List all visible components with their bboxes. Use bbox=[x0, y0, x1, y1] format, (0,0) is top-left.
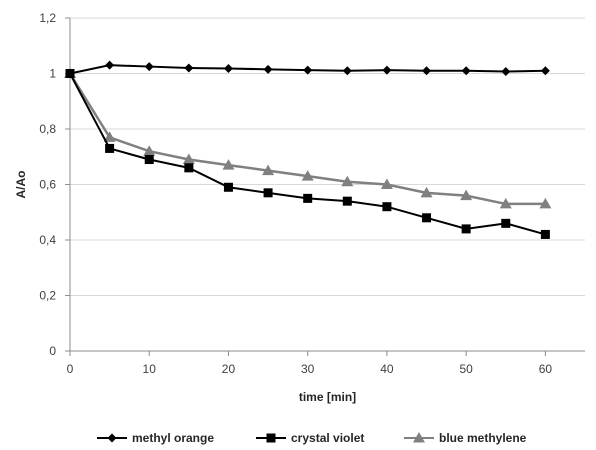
data-point bbox=[301, 170, 314, 181]
legend-marker bbox=[413, 432, 425, 443]
legend-item-methyl-orange: methyl orange bbox=[97, 431, 214, 445]
data-point bbox=[182, 153, 195, 165]
data-point bbox=[222, 159, 235, 170]
y-tick-label-5: 1 bbox=[49, 67, 56, 81]
x-tick-label-3: 30 bbox=[301, 362, 315, 376]
x-tick-label-0: 0 bbox=[67, 362, 74, 376]
tick-labels: 0 0,2 0,4 0,6 0,8 1 1,2 0 10 20 30 40 50 60 bbox=[39, 11, 552, 376]
data-point bbox=[341, 175, 354, 187]
data-point bbox=[263, 64, 273, 74]
data-point bbox=[184, 63, 194, 73]
y-tick-label-4: 0,8 bbox=[39, 122, 56, 136]
data-point bbox=[540, 66, 550, 76]
y-axis-title: A/Ao bbox=[14, 171, 28, 199]
data-point bbox=[103, 131, 116, 142]
data-point bbox=[223, 182, 233, 192]
series-blue-methylene bbox=[64, 67, 552, 209]
y-tick-label-1: 0,2 bbox=[39, 289, 56, 303]
data-point bbox=[499, 197, 512, 209]
legend-label: blue methylene bbox=[439, 431, 527, 445]
gridlines bbox=[70, 17, 585, 296]
data-point bbox=[539, 197, 552, 209]
data-point bbox=[382, 65, 392, 75]
data-point bbox=[380, 178, 393, 189]
legend: methyl orange crystal violet blue methylen… bbox=[97, 431, 527, 445]
y-tick-label-6: 1,2 bbox=[39, 11, 56, 25]
data-point bbox=[501, 67, 511, 77]
data-point bbox=[184, 163, 194, 173]
legend-marker bbox=[266, 433, 276, 443]
data-point bbox=[342, 196, 352, 206]
y-tick-label-0: 0 bbox=[49, 344, 56, 358]
data-point bbox=[303, 193, 313, 203]
data-point bbox=[105, 143, 115, 153]
legend-item-blue-methylene: blue methylene bbox=[404, 431, 527, 445]
x-tick-label-2: 20 bbox=[222, 362, 236, 376]
data-point bbox=[382, 202, 392, 212]
data-point bbox=[105, 60, 115, 70]
series-crystal-violet bbox=[65, 69, 550, 239]
x-tick-label-1: 10 bbox=[143, 362, 157, 376]
x-axis-title: time [min] bbox=[299, 390, 356, 404]
series-line bbox=[69, 73, 546, 236]
data-point bbox=[420, 186, 433, 198]
data-point bbox=[501, 218, 511, 228]
data-point bbox=[144, 155, 154, 165]
data-point bbox=[263, 188, 273, 198]
legend-item-crystal-violet: crystal violet bbox=[256, 431, 364, 445]
data-point bbox=[461, 66, 471, 76]
series-methyl-orange bbox=[65, 60, 550, 78]
data-point bbox=[262, 164, 275, 176]
data-point bbox=[460, 189, 473, 201]
legend-label: methyl orange bbox=[132, 431, 214, 445]
data-point bbox=[65, 69, 75, 78]
data-point bbox=[303, 65, 313, 75]
data-point bbox=[461, 224, 471, 234]
y-tick-label-3: 0,6 bbox=[39, 178, 56, 192]
series-group bbox=[64, 60, 552, 239]
x-tick-label-4: 40 bbox=[380, 362, 394, 376]
legend-marker bbox=[107, 433, 117, 443]
data-point bbox=[223, 64, 233, 74]
y-tick-label-2: 0,4 bbox=[39, 233, 56, 247]
data-point bbox=[422, 66, 432, 76]
data-point bbox=[540, 229, 550, 239]
x-tick-label-6: 60 bbox=[539, 362, 553, 376]
data-point bbox=[342, 66, 352, 76]
data-point bbox=[422, 213, 432, 223]
data-point bbox=[143, 145, 156, 156]
legend-label: crystal violet bbox=[291, 431, 364, 445]
data-point bbox=[144, 62, 154, 72]
x-tick-label-5: 50 bbox=[459, 362, 473, 376]
